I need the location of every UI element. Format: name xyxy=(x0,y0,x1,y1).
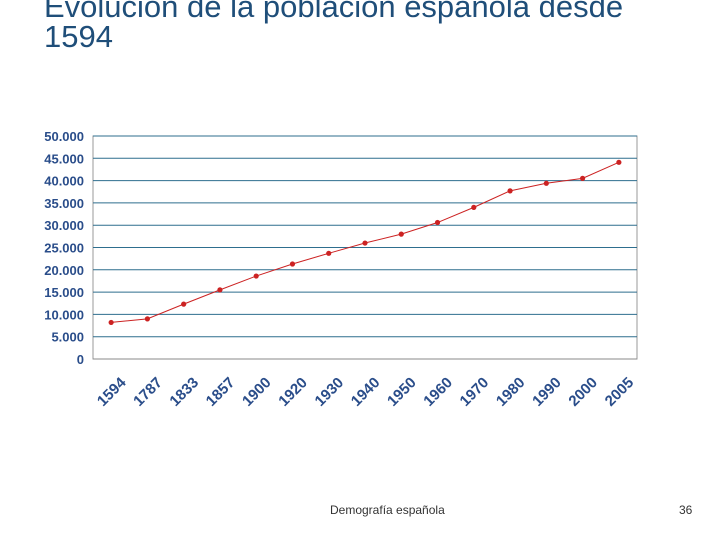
series-poblacion xyxy=(108,159,622,326)
x-tick-label: 1960 xyxy=(420,374,456,410)
data-point xyxy=(434,219,441,226)
x-axis-ticks: 1594 1787 1833 1857 1900 1920 1930 1940 1950 1960… xyxy=(94,374,637,410)
y-tick-label: 5.000 xyxy=(51,330,84,345)
x-tick-label: 1980 xyxy=(493,374,529,410)
slide-title-line-2: 1594 xyxy=(44,19,113,54)
data-point xyxy=(144,316,150,322)
data-point xyxy=(580,175,586,181)
x-tick-label: 1594 xyxy=(94,374,130,410)
page-number: 36 xyxy=(679,503,693,517)
y-tick-label: 20.000 xyxy=(44,263,84,278)
x-tick-label: 1833 xyxy=(166,374,202,410)
population-line-chart: 0 5.000 10.000 15.000 20.000 25.000 30.000 35.0… xyxy=(44,129,638,410)
data-point xyxy=(616,159,622,165)
x-tick-label: 2000 xyxy=(565,374,601,410)
y-tick-label: 35.000 xyxy=(44,196,84,211)
gridlines xyxy=(93,135,637,360)
data-point xyxy=(362,240,368,246)
x-tick-label: 1970 xyxy=(457,374,493,410)
data-point xyxy=(543,180,549,186)
data-point xyxy=(108,319,114,326)
y-tick-label: 50.000 xyxy=(44,129,84,144)
y-tick-label: 15.000 xyxy=(44,285,84,300)
slide-title: Evolución de la población española desde… xyxy=(44,0,704,52)
y-tick-label: 0 xyxy=(77,352,84,367)
data-point xyxy=(253,273,259,279)
x-tick-label: 1940 xyxy=(348,374,384,410)
x-tick-label: 1930 xyxy=(312,374,348,410)
data-point xyxy=(181,301,187,307)
y-tick-label: 30.000 xyxy=(44,218,84,233)
data-point xyxy=(217,287,223,293)
data-point xyxy=(289,261,296,267)
slide-title-line-1: Evolución de la población española desde xyxy=(44,0,624,24)
y-axis-ticks: 0 5.000 10.000 15.000 20.000 25.000 30.000 35.0… xyxy=(44,129,84,367)
x-tick-label: 1990 xyxy=(529,374,565,410)
footer-caption: Demografía española xyxy=(330,503,445,517)
data-point xyxy=(471,204,477,210)
x-tick-label: 1950 xyxy=(384,374,420,410)
x-tick-label: 1900 xyxy=(239,374,275,410)
y-tick-label: 10.000 xyxy=(44,307,84,322)
y-tick-label: 40.000 xyxy=(44,174,84,189)
data-point xyxy=(507,188,513,194)
x-tick-label: 1787 xyxy=(130,374,166,410)
x-tick-label: 2005 xyxy=(602,374,638,410)
x-tick-label: 1920 xyxy=(275,374,311,410)
data-point xyxy=(326,250,332,256)
y-tick-label: 25.000 xyxy=(44,241,84,256)
data-point xyxy=(398,231,404,237)
y-tick-label: 45.000 xyxy=(44,151,84,166)
x-tick-label: 1857 xyxy=(203,374,239,410)
